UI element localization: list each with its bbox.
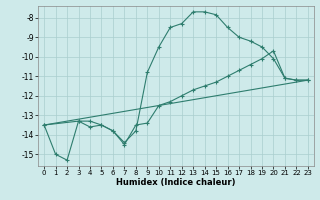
X-axis label: Humidex (Indice chaleur): Humidex (Indice chaleur) xyxy=(116,178,236,187)
